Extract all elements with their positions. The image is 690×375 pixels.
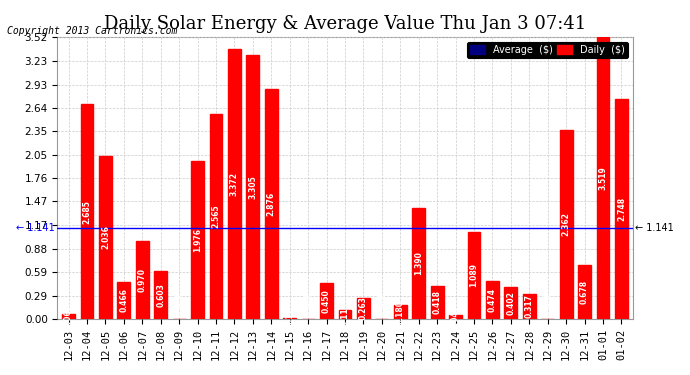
Bar <box>578 265 591 319</box>
Bar <box>431 286 444 319</box>
Text: 1.390: 1.390 <box>414 252 423 275</box>
Text: 0.466: 0.466 <box>119 288 128 312</box>
Bar <box>394 304 406 319</box>
Text: 0.045: 0.045 <box>451 305 460 329</box>
Bar <box>449 315 462 319</box>
Text: ← 1.141: ← 1.141 <box>635 223 674 233</box>
Text: 0.180: 0.180 <box>396 300 405 324</box>
Text: 1.089: 1.089 <box>469 264 478 288</box>
Text: 0.450: 0.450 <box>322 289 331 313</box>
Bar <box>320 283 333 319</box>
Text: 0.000: 0.000 <box>543 294 552 317</box>
Text: 2.876: 2.876 <box>267 192 276 216</box>
Text: 0.069: 0.069 <box>64 304 73 328</box>
Text: 0.000: 0.000 <box>175 294 184 317</box>
Text: 0.011: 0.011 <box>285 307 294 330</box>
Text: 0.000: 0.000 <box>377 294 386 317</box>
Text: ← 1.141: ← 1.141 <box>16 223 55 233</box>
Bar <box>597 38 609 319</box>
Text: 3.372: 3.372 <box>230 172 239 196</box>
Bar <box>615 99 628 319</box>
Bar <box>486 281 499 319</box>
Bar <box>117 282 130 319</box>
Text: 0.678: 0.678 <box>580 280 589 304</box>
Text: 0.317: 0.317 <box>525 294 534 318</box>
Text: 3.519: 3.519 <box>598 166 607 190</box>
Bar <box>339 310 351 319</box>
Bar <box>99 156 112 319</box>
Text: 3.305: 3.305 <box>248 175 257 199</box>
Bar <box>265 89 278 319</box>
Bar <box>357 298 370 319</box>
Text: 0.402: 0.402 <box>506 291 515 315</box>
Bar <box>136 242 149 319</box>
Legend: Average  ($), Daily  ($): Average ($), Daily ($) <box>468 42 628 58</box>
Text: 2.748: 2.748 <box>617 197 626 221</box>
Bar <box>210 114 222 319</box>
Bar <box>523 294 535 319</box>
Bar <box>155 271 167 319</box>
Bar <box>412 208 425 319</box>
Text: 0.000: 0.000 <box>304 294 313 317</box>
Text: 0.970: 0.970 <box>138 268 147 292</box>
Bar <box>560 130 573 319</box>
Text: 2.362: 2.362 <box>562 213 571 237</box>
Text: 0.418: 0.418 <box>433 290 442 314</box>
Bar <box>191 161 204 319</box>
Text: 2.685: 2.685 <box>83 200 92 223</box>
Title: Daily Solar Energy & Average Value Thu Jan 3 07:41: Daily Solar Energy & Average Value Thu J… <box>104 15 586 33</box>
Bar <box>504 287 518 319</box>
Bar <box>284 318 296 319</box>
Bar <box>246 54 259 319</box>
Bar <box>62 314 75 319</box>
Text: 0.603: 0.603 <box>156 283 165 307</box>
Bar <box>228 49 241 319</box>
Bar <box>468 232 480 319</box>
Text: 2.565: 2.565 <box>212 205 221 228</box>
Text: Copyright 2013 Cartronics.com: Copyright 2013 Cartronics.com <box>7 26 177 36</box>
Text: 2.036: 2.036 <box>101 226 110 249</box>
Bar <box>81 104 93 319</box>
Text: 0.474: 0.474 <box>488 288 497 312</box>
Text: 0.263: 0.263 <box>359 297 368 321</box>
Text: 0.115: 0.115 <box>340 303 350 326</box>
Text: 1.976: 1.976 <box>193 228 202 252</box>
